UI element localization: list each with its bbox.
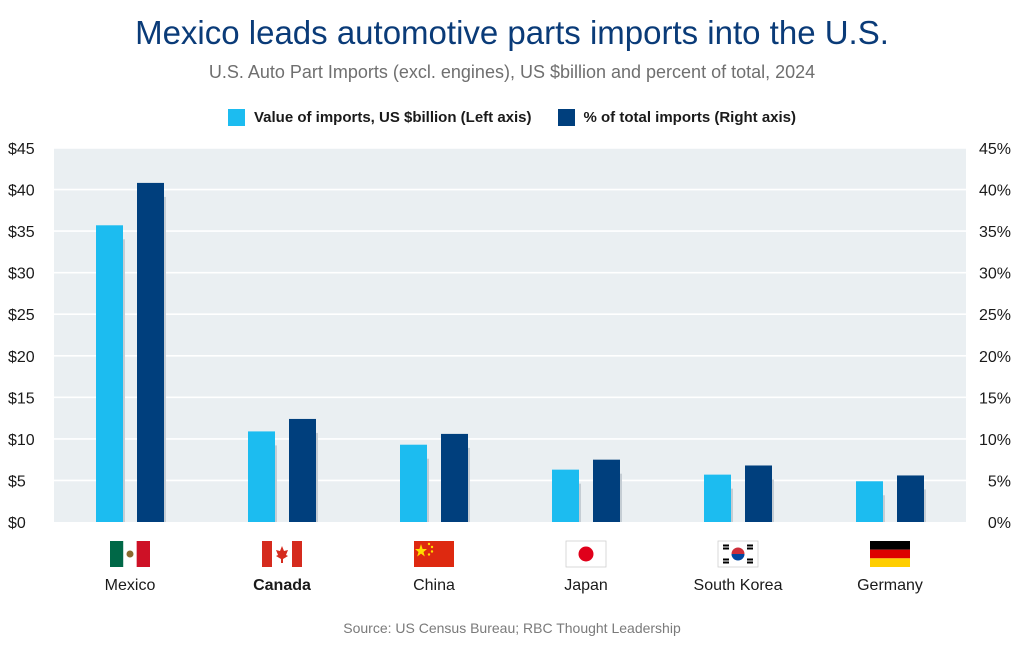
- left-axis-tick-label: $35: [8, 224, 35, 241]
- japan-flag-icon: [565, 540, 607, 568]
- south-korea-flag-icon: [717, 540, 759, 568]
- bar-percent-total: [897, 475, 924, 522]
- category-label: Canada: [253, 577, 311, 594]
- bar-value-imports: [400, 444, 427, 522]
- category-label: South Korea: [694, 577, 783, 594]
- right-axis-tick-label: 10%: [979, 432, 1011, 449]
- bar-percent-total: [289, 418, 316, 522]
- left-axis-tick-label: $0: [8, 515, 26, 532]
- right-axis-tick-label: 45%: [979, 141, 1011, 158]
- legend-swatch-value: [227, 109, 245, 126]
- bar-value-imports: [856, 481, 883, 522]
- bar-value-imports: [552, 469, 579, 522]
- bar-value-imports: [96, 225, 123, 522]
- source-note: Source: US Census Bureau; RBC Thought Le…: [343, 620, 681, 636]
- bar-percent-total: [441, 433, 468, 522]
- left-axis-tick-label: $25: [8, 307, 35, 324]
- right-axis-tick-label: 40%: [979, 183, 1011, 200]
- left-axis-tick-label: $20: [8, 349, 35, 366]
- bar-percent-total: [137, 182, 164, 522]
- left-axis-tick-label: $5: [8, 473, 26, 490]
- left-axis-tick-label: $30: [8, 266, 35, 283]
- chart-subtitle: U.S. Auto Part Imports (excl. engines), …: [208, 62, 816, 82]
- legend-item-value: Value of imports, US $billion (Left axis…: [227, 109, 532, 126]
- mexico-flag-icon: [110, 541, 150, 567]
- left-axis-tick-label: $45: [8, 141, 35, 158]
- bar-value-imports: [248, 431, 275, 522]
- legend-swatch-percent: [557, 109, 575, 126]
- right-axis-tick-label: 15%: [979, 390, 1011, 407]
- right-axis-tick-label: 0%: [988, 515, 1011, 532]
- category-label: China: [413, 577, 455, 594]
- right-axis-tick-label: 35%: [979, 224, 1011, 241]
- china-flag-icon: [414, 541, 454, 567]
- legend-label-value: Value of imports, US $billion (Left axis…: [253, 109, 532, 126]
- category-label: Japan: [564, 577, 608, 594]
- right-axis-tick-label: 5%: [988, 473, 1011, 490]
- plot-area: [54, 148, 966, 522]
- germany-flag-icon: [870, 541, 910, 567]
- right-axis-tick-label: 30%: [979, 266, 1011, 283]
- left-axis-tick-label: $15: [8, 390, 35, 407]
- right-axis-tick-label: 25%: [979, 307, 1011, 324]
- legend: Value of imports, US $billion (Left axis…: [0, 109, 1024, 126]
- category-label: Germany: [857, 577, 923, 594]
- legend-label-percent: % of total imports (Right axis): [583, 109, 797, 126]
- legend-item-percent: % of total imports (Right axis): [557, 109, 797, 126]
- chart-title: Mexico leads automotive parts imports in…: [135, 14, 889, 51]
- bar-percent-total: [745, 465, 772, 522]
- bar-value-imports: [704, 474, 731, 522]
- right-axis-tick-label: 20%: [979, 349, 1011, 366]
- category-label: Mexico: [105, 577, 156, 594]
- bar-percent-total: [593, 459, 620, 522]
- left-axis-tick-label: $10: [8, 432, 35, 449]
- left-axis-tick-label: $40: [8, 183, 35, 200]
- canada-flag-icon: [262, 541, 302, 567]
